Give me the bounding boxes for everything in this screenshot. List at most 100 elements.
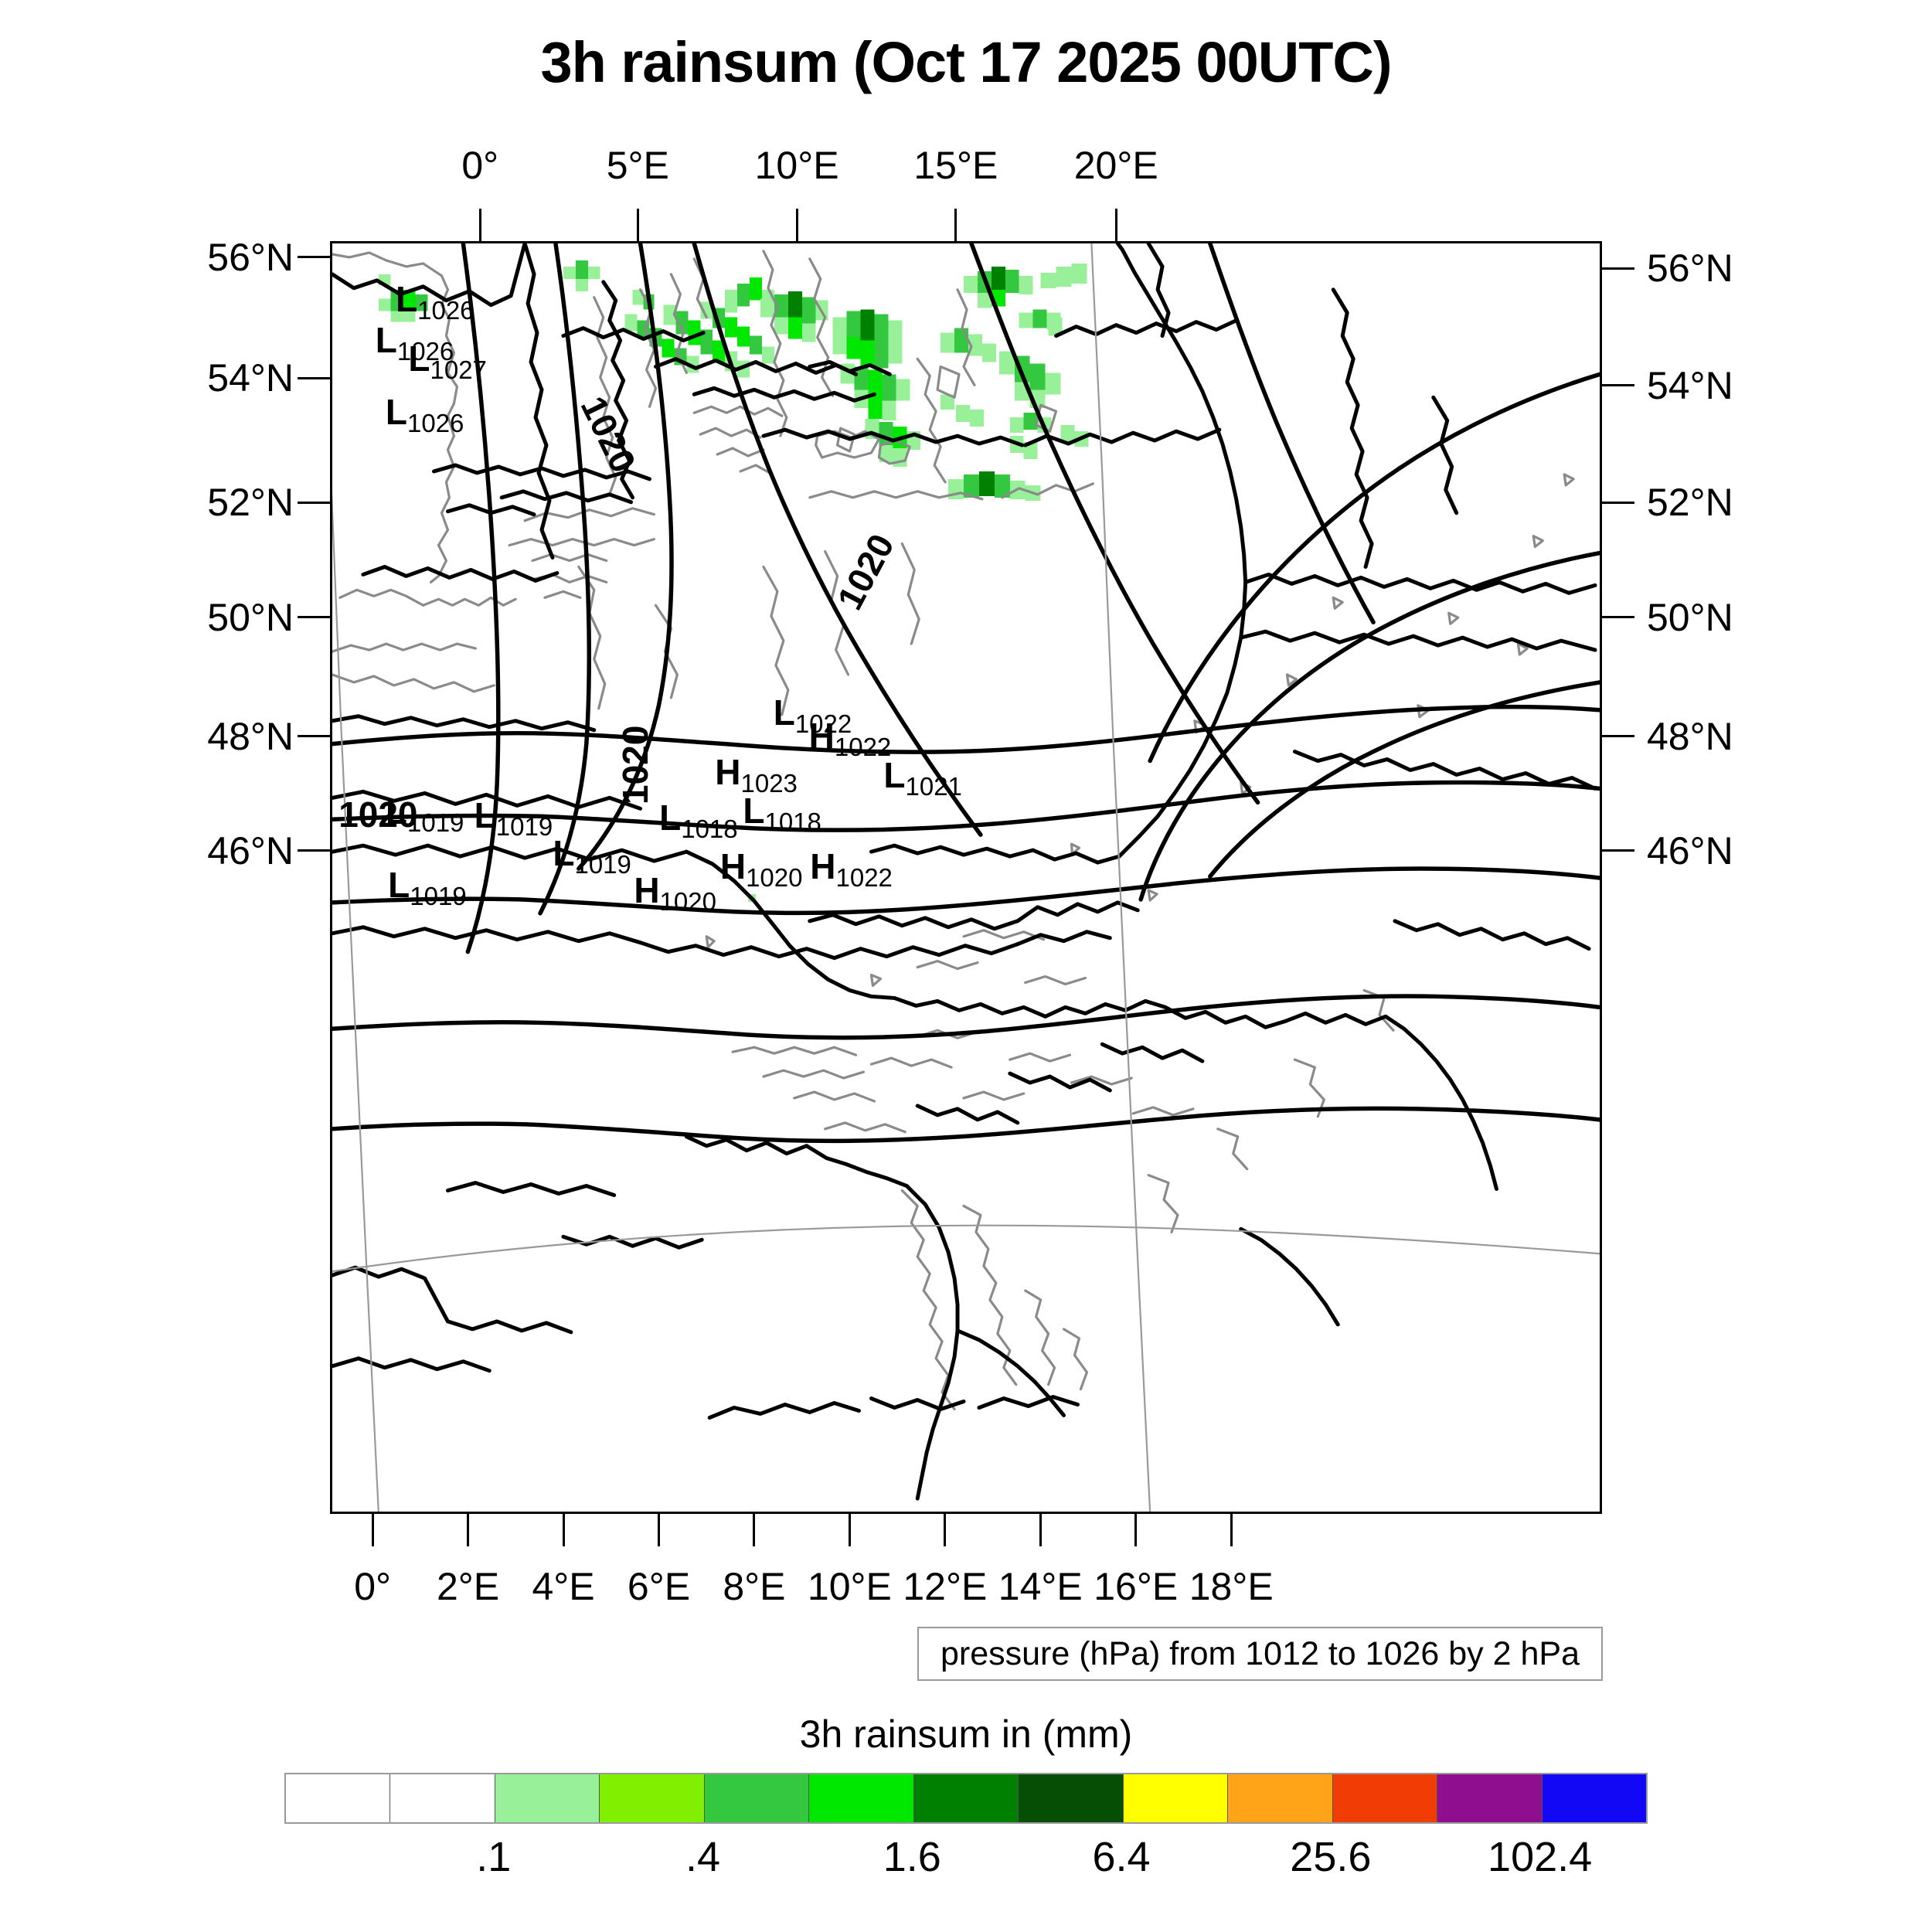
- lon-tick-label-bottom: 18°E: [1189, 1565, 1274, 1608]
- extremum-marker: L1019: [474, 795, 553, 841]
- lat-tickmark-left: [298, 735, 330, 738]
- lat-tick-label-left: 46°N: [207, 828, 294, 872]
- colorbar-tick-label: 1.6: [883, 1834, 941, 1880]
- extremum-marker: L1026: [396, 279, 474, 325]
- extremum-marker: L1019: [388, 865, 467, 911]
- lat-tickmark-right: [1602, 384, 1634, 387]
- coastline-detail: [332, 250, 1575, 1411]
- extremum-marker: L1026: [385, 392, 464, 438]
- lon-tick-label-bottom: 4°E: [532, 1565, 595, 1608]
- extremum-marker: L1019: [553, 833, 631, 879]
- lat-tick-label-right: 56°N: [1647, 247, 1733, 291]
- lon-tickmark-top: [795, 209, 798, 241]
- lon-tick-label-top: 5°E: [606, 144, 669, 187]
- lon-tickmark-bottom: [1230, 1514, 1233, 1546]
- lat-tickmark-left: [298, 376, 330, 379]
- lat-tickmark-left: [298, 256, 330, 259]
- colorbar-cell[interactable]: [913, 1774, 1019, 1822]
- lon-tickmark-top: [1114, 209, 1117, 241]
- lat-tickmark-left: [298, 501, 330, 504]
- colorbar-tick-label: .4: [685, 1834, 721, 1880]
- lon-tickmark-bottom: [848, 1514, 851, 1546]
- lat-tick-label-left: 56°N: [207, 235, 294, 279]
- lat-tick-label-right: 52°N: [1647, 481, 1733, 525]
- lon-tick-label-bottom: 0°: [354, 1565, 392, 1608]
- lon-tickmark-bottom: [371, 1514, 374, 1546]
- country-borders: [332, 243, 1597, 1501]
- lat-tickmark-right: [1602, 501, 1634, 504]
- page-title: 3h rainsum (Oct 17 2025 00UTC): [540, 30, 1393, 94]
- colorbar[interactable]: [284, 1773, 1648, 1824]
- lat-lon-graticule: [332, 243, 1600, 1512]
- colorbar-cell[interactable]: [286, 1774, 391, 1822]
- lat-tick-label-right: 48°N: [1647, 714, 1733, 758]
- lon-tickmark-bottom: [562, 1514, 565, 1546]
- extremum-marker: H1022: [810, 845, 893, 892]
- colorbar-cell[interactable]: [495, 1774, 600, 1822]
- extremum-marker: L1021: [883, 754, 962, 801]
- colorbar-tick-labels: .1 .4 1.6 6.4 25.6 102.4: [284, 1833, 1648, 1895]
- extremum-marker: H1022: [808, 715, 892, 761]
- lon-tickmark-top: [636, 209, 639, 241]
- lat-tickmark-right: [1602, 735, 1634, 738]
- lat-tickmark-left: [298, 849, 330, 852]
- extremum-marker: L1022: [773, 692, 852, 739]
- colorbar-cell[interactable]: [1228, 1774, 1333, 1822]
- lon-tick-label-bottom: 16°E: [1094, 1565, 1179, 1608]
- colorbar-title: 3h rainsum in (mm): [799, 1713, 1133, 1756]
- colorbar-cell[interactable]: [1019, 1774, 1124, 1822]
- lat-tick-label-left: 54°N: [207, 356, 294, 400]
- lat-tickmark-right: [1602, 616, 1634, 619]
- colorbar-tick-label: 6.4: [1092, 1834, 1151, 1880]
- extremum-marker: L1018: [659, 798, 738, 844]
- contour-label: 1020: [614, 725, 655, 805]
- lon-tick-label-top: 15°E: [913, 144, 998, 187]
- extremum-marker: H1023: [715, 752, 798, 798]
- colorbar-cell[interactable]: [1437, 1774, 1543, 1822]
- lon-tickmark-top: [478, 209, 481, 241]
- lon-tick-label-top: 10°E: [754, 144, 839, 187]
- extremum-marker: L1027: [408, 338, 487, 385]
- extremum-marker: L1026: [375, 319, 454, 366]
- lon-tick-label-bottom: 6°E: [627, 1565, 691, 1608]
- colorbar-cell[interactable]: [704, 1774, 810, 1822]
- colorbar-cell[interactable]: [809, 1774, 914, 1822]
- lon-tickmark-bottom: [657, 1514, 660, 1546]
- pressure-legend: pressure (hPa) from 1012 to 1026 by 2 hP…: [917, 1627, 1603, 1681]
- pressure-isobars: [332, 243, 1600, 1144]
- colorbar-cell[interactable]: [390, 1774, 495, 1822]
- extremum-marker: L1019: [385, 791, 464, 838]
- lon-tick-label-top: 0°: [461, 144, 499, 187]
- lon-tickmark-bottom: [467, 1514, 470, 1546]
- lon-tickmark-bottom: [753, 1514, 756, 1546]
- lon-tickmark-bottom: [1039, 1514, 1042, 1546]
- colorbar-cell[interactable]: [1332, 1774, 1438, 1822]
- contour-label: 1020: [338, 794, 418, 835]
- lat-tick-label-right: 46°N: [1647, 828, 1733, 872]
- colorbar-cell[interactable]: [1542, 1774, 1647, 1822]
- colorbar-cell[interactable]: [1123, 1774, 1229, 1822]
- lon-tickmark-top: [954, 209, 957, 241]
- colorbar-tick-label: 25.6: [1290, 1834, 1372, 1880]
- lat-tickmark-right: [1602, 267, 1634, 270]
- extremum-marker: H1020: [634, 869, 716, 916]
- lat-tickmark-right: [1602, 849, 1634, 852]
- lon-tick-label-top: 20°E: [1073, 144, 1158, 187]
- lat-tick-label-left: 48°N: [207, 714, 294, 758]
- map-canvas: [332, 243, 1600, 1512]
- map-plot-area[interactable]: L1026 L1026 L1027 L1026 L1022 H1022 H102…: [330, 241, 1602, 1514]
- colorbar-cell[interactable]: [600, 1774, 705, 1822]
- lat-tick-label-left: 50°N: [207, 595, 294, 639]
- lat-tick-label-left: 52°N: [207, 481, 294, 525]
- extremum-marker: L1018: [743, 790, 821, 836]
- lat-tick-label-right: 50°N: [1647, 595, 1733, 639]
- lon-tick-label-bottom: 10°E: [807, 1565, 892, 1608]
- lon-tick-label-bottom: 12°E: [903, 1565, 988, 1608]
- lat-tick-label-right: 54°N: [1647, 363, 1733, 407]
- lon-tickmark-bottom: [1134, 1514, 1138, 1546]
- lon-tickmark-bottom: [944, 1514, 947, 1546]
- lon-tick-label-bottom: 14°E: [998, 1565, 1083, 1608]
- precipitation-field: [378, 260, 1089, 902]
- lon-tick-label-bottom: 2°E: [437, 1565, 500, 1608]
- lat-tickmark-left: [298, 616, 330, 619]
